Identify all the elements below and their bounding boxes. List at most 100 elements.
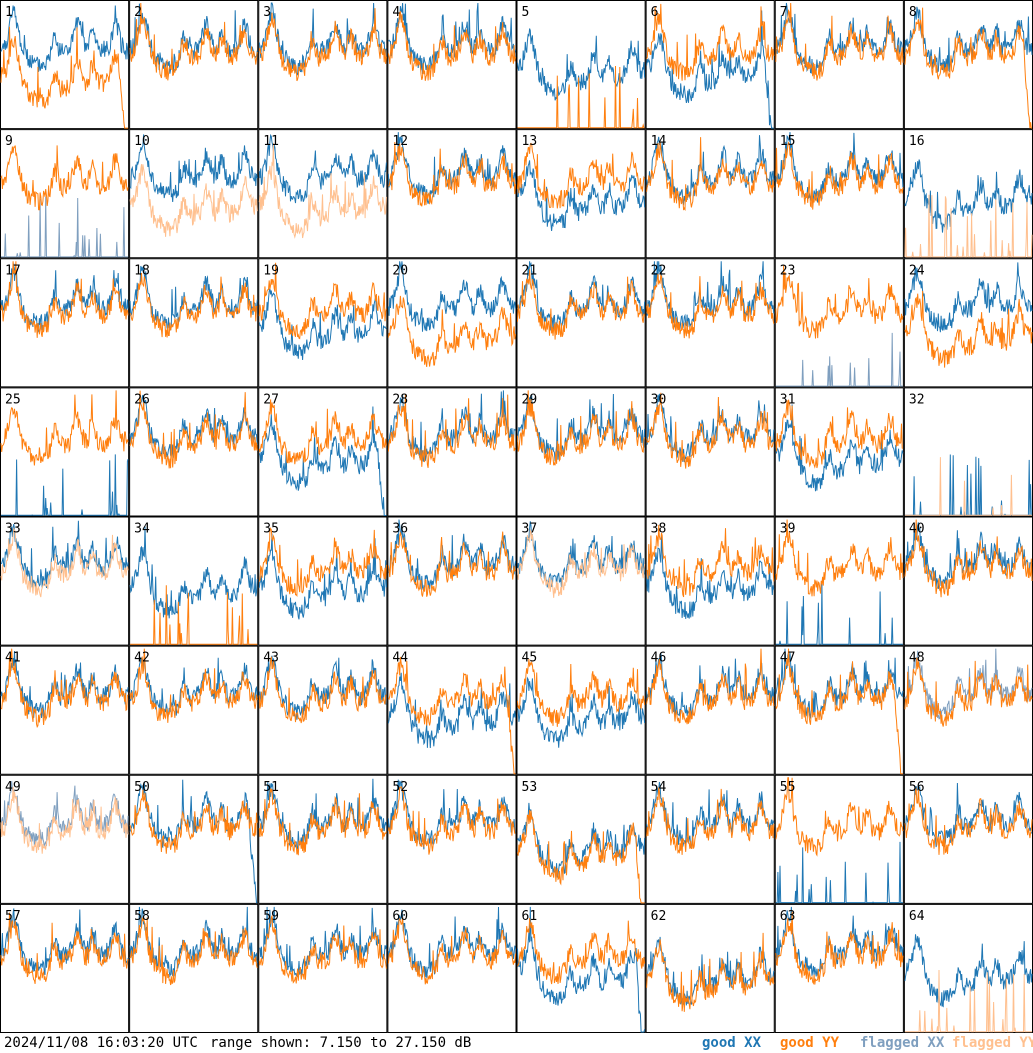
- panel-frame: [258, 0, 388, 130]
- panel-33: 33: [0, 516, 130, 646]
- panel-frame: [774, 516, 904, 646]
- panel-34: 34: [129, 516, 259, 646]
- series-xx-49: [0, 781, 129, 847]
- panel-62: 62: [645, 903, 775, 1033]
- panel-18: 18: [129, 258, 259, 388]
- series-yy-26: [129, 390, 258, 469]
- panel-label-47: 47: [780, 651, 796, 666]
- series-yy-23: [775, 264, 904, 339]
- panel-58: 58: [129, 903, 259, 1033]
- panel-label-39: 39: [780, 522, 796, 537]
- panel-40: 40: [903, 516, 1033, 646]
- panel-frame: [903, 645, 1033, 775]
- series-xx-23: [775, 332, 903, 387]
- panel-label-43: 43: [263, 651, 279, 666]
- panel-label-45: 45: [522, 651, 538, 666]
- panel-label-29: 29: [522, 392, 538, 407]
- panel-label-5: 5: [522, 5, 530, 20]
- panel-56: 56: [903, 774, 1033, 904]
- panel-frame: [129, 387, 259, 517]
- panel-45: 45: [516, 645, 646, 775]
- panel-label-17: 17: [5, 263, 21, 278]
- panel-frame: [387, 129, 517, 259]
- panel-3: 3: [258, 0, 388, 130]
- series-xx-33: [1, 520, 129, 591]
- panel-label-34: 34: [134, 522, 150, 537]
- panel-19: 19: [258, 258, 388, 388]
- series-yy-59: [258, 915, 387, 984]
- panel-frame: [258, 903, 388, 1033]
- panel-5: 5: [516, 0, 646, 130]
- series-xx-59: [259, 906, 387, 978]
- series-yy-56: [904, 787, 1033, 855]
- series-yy-53: [517, 809, 645, 904]
- series-xx-42: [129, 653, 258, 719]
- series-yy-57: [0, 912, 129, 984]
- panel-frame: [387, 258, 517, 388]
- panel-50: 50: [129, 774, 259, 904]
- panel-label-42: 42: [134, 651, 150, 666]
- panel-label-35: 35: [263, 522, 279, 537]
- panel-frame: [516, 258, 646, 388]
- panel-10: 10: [129, 129, 259, 259]
- series-yy-11: [258, 142, 387, 239]
- panel-frame: [0, 645, 130, 775]
- panel-label-61: 61: [522, 909, 538, 924]
- series-yy-31: [775, 399, 904, 469]
- panel-frame: [258, 516, 388, 646]
- panel-43: 43: [258, 645, 388, 775]
- footer: 2024/11/08 16:03:20 UTC range shown: 7.1…: [0, 1033, 1033, 1053]
- legend-flagged-xx: flagged XX: [860, 1035, 945, 1051]
- series-xx-34: [129, 526, 258, 619]
- panel-27: 27: [258, 387, 388, 517]
- panel-frame: [129, 774, 259, 904]
- panel-23: 23: [774, 258, 904, 388]
- panel-label-15: 15: [780, 134, 796, 149]
- series-yy-7: [775, 2, 904, 81]
- series-yy-28: [387, 394, 516, 469]
- panel-label-26: 26: [134, 392, 150, 407]
- panel-label-40: 40: [909, 522, 925, 537]
- panel-26: 26: [129, 387, 259, 517]
- panel-49: 49: [0, 774, 130, 904]
- series-yy-49: [0, 786, 129, 854]
- series-yy-40: [904, 519, 1033, 598]
- series-xx-1: [0, 5, 129, 72]
- series-yy-20: [387, 295, 516, 367]
- panel-label-58: 58: [134, 909, 150, 924]
- series-yy-35: [258, 527, 387, 598]
- series-yy-32: [904, 457, 1032, 516]
- panel-label-41: 41: [5, 651, 21, 666]
- panel-14: 14: [645, 129, 775, 259]
- series-xx-38: [646, 533, 775, 619]
- series-xx-52: [387, 779, 516, 850]
- series-yy-10: [129, 164, 258, 237]
- panel-label-64: 64: [909, 909, 925, 924]
- panel-frame: [129, 0, 259, 130]
- series-yy-37: [517, 528, 646, 598]
- panel-frame: [645, 645, 775, 775]
- series-xx-27: [258, 406, 387, 516]
- series-yy-51: [258, 788, 387, 856]
- panel-frame: [129, 258, 259, 388]
- series-yy-41: [0, 648, 129, 729]
- panel-frame: [903, 774, 1033, 904]
- panel-label-21: 21: [522, 263, 538, 278]
- panel-label-52: 52: [392, 780, 408, 795]
- panel-frame: [645, 774, 775, 904]
- panel-label-9: 9: [5, 134, 13, 149]
- panel-7: 7: [774, 0, 904, 130]
- panel-1: 1: [0, 0, 130, 130]
- series-xx-13: [517, 160, 646, 231]
- panel-28: 28: [387, 387, 517, 517]
- series-xx-2: [129, 3, 258, 74]
- panel-label-55: 55: [780, 780, 796, 795]
- panel-44: 44: [387, 645, 517, 775]
- panel-41: 41: [0, 645, 130, 775]
- series-xx-5: [517, 28, 646, 101]
- timestamp: 2024/11/08 16:03:20 UTC: [4, 1035, 198, 1051]
- series-yy-3: [258, 8, 387, 82]
- series-yy-46: [646, 648, 775, 725]
- series-yy-61: [517, 918, 646, 985]
- panel-label-22: 22: [651, 263, 667, 278]
